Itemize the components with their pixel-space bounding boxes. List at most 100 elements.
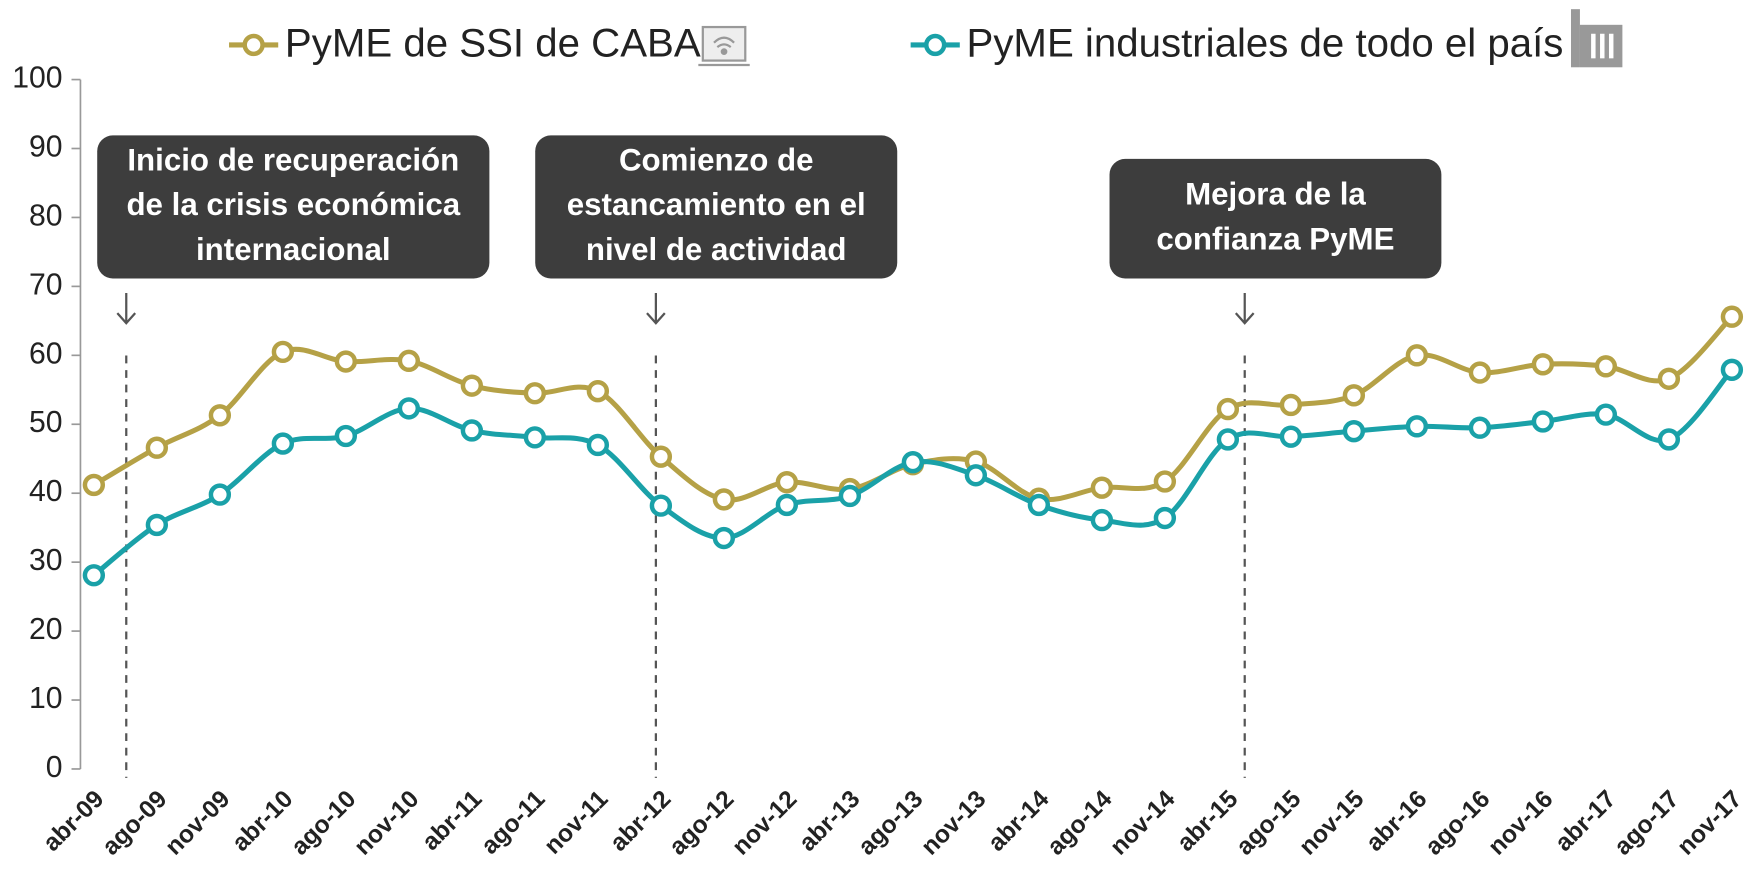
data-point — [1279, 425, 1303, 448]
event-arrow — [116, 292, 137, 325]
data-point — [334, 350, 358, 373]
data-point — [838, 484, 862, 508]
x-tick-label: nov-09 — [160, 786, 235, 861]
data-point — [208, 483, 232, 506]
y-tick-label: 70 — [29, 268, 63, 301]
y-tick-label: 0 — [46, 751, 63, 784]
x-tick-label: abr-12 — [605, 786, 676, 857]
data-point — [964, 464, 988, 487]
y-tick-label: 50 — [29, 406, 63, 439]
annotation-text: internacional — [196, 232, 391, 267]
annotation-text: Inicio de recuperación — [127, 143, 459, 178]
x-tick-label: ago-15 — [1231, 786, 1306, 861]
data-point — [271, 432, 295, 455]
x-tick-label: ago-09 — [97, 786, 172, 861]
data-point — [271, 340, 295, 364]
data-point — [712, 488, 736, 511]
x-tick-label: ago-11 — [476, 786, 550, 860]
data-point — [1594, 355, 1618, 378]
data-point — [523, 382, 547, 405]
legend-icon-screen — [698, 25, 750, 67]
y-tick-label: 20 — [29, 613, 63, 646]
data-point — [586, 380, 610, 403]
data-point — [1153, 470, 1177, 493]
x-tick-label: nov-16 — [1483, 786, 1558, 861]
data-point — [334, 424, 358, 448]
annotation-box — [97, 135, 490, 279]
data-point — [649, 494, 673, 517]
data-point — [208, 404, 232, 427]
data-point — [145, 513, 169, 537]
data-point — [775, 493, 799, 517]
data-point — [1090, 508, 1114, 532]
annotation-text: nivel de actividad — [586, 232, 847, 267]
data-point — [460, 374, 484, 397]
y-tick-label: 40 — [29, 475, 63, 508]
x-tick-label: ago-13 — [853, 786, 928, 861]
data-point — [1027, 493, 1051, 517]
data-point — [586, 433, 610, 457]
data-point — [460, 419, 484, 442]
y-tick-label: 30 — [29, 544, 63, 577]
x-tick-label: nov-13 — [916, 786, 991, 861]
legend-label: PyME de SSI de CABA — [285, 21, 701, 66]
x-tick-label: abr-16 — [1361, 786, 1432, 857]
annotation-text: confianza PyME — [1156, 221, 1394, 256]
x-tick-label: ago-16 — [1420, 786, 1495, 861]
x-tick-label: nov-11 — [539, 786, 613, 860]
data-point — [1405, 415, 1429, 438]
data-point — [1279, 393, 1303, 417]
y-tick-label: 10 — [29, 682, 63, 715]
data-point — [523, 426, 547, 449]
data-point — [1216, 428, 1240, 451]
x-tick-label: abr-17 — [1550, 786, 1621, 857]
data-point — [1657, 367, 1681, 390]
annotation-box — [1109, 158, 1442, 279]
event-arrow — [646, 292, 666, 325]
annotation-text: Comienzo de — [619, 143, 814, 178]
event-arrow — [1234, 292, 1255, 325]
x-tick-label: nov-10 — [349, 786, 424, 861]
data-point — [1342, 384, 1366, 407]
data-point — [82, 564, 106, 587]
data-point — [1531, 353, 1555, 376]
x-tick-label: nov-14 — [1105, 785, 1180, 860]
annotation-text: Mejora de la — [1185, 177, 1366, 212]
y-tick-label: 80 — [29, 199, 63, 232]
data-point — [397, 349, 421, 373]
annotation-text: de la crisis económica — [126, 187, 460, 222]
data-point — [1216, 397, 1240, 421]
data-point — [1594, 403, 1618, 426]
data-point — [775, 471, 799, 494]
data-point — [397, 397, 421, 420]
data-point — [1657, 428, 1681, 451]
data-point — [82, 473, 106, 497]
data-point — [901, 451, 925, 474]
data-point — [1468, 416, 1492, 439]
x-tick-label: ago-14 — [1042, 785, 1117, 860]
data-point — [1405, 344, 1429, 367]
annotation-box — [535, 135, 898, 279]
data-point — [1720, 358, 1744, 381]
x-tick-label: abr-11 — [417, 786, 487, 856]
x-tick-label: abr-14 — [983, 785, 1054, 856]
data-point — [649, 445, 673, 468]
y-tick-label: 60 — [29, 337, 63, 370]
x-tick-label: nov-12 — [727, 786, 802, 861]
data-point — [1468, 361, 1492, 384]
data-point — [1531, 410, 1555, 433]
data-point — [1153, 506, 1177, 530]
x-tick-label: ago-17 — [1609, 786, 1684, 861]
legend-marker — [924, 33, 947, 57]
data-point — [712, 526, 736, 550]
legend-marker — [242, 33, 265, 57]
data-point — [1720, 305, 1744, 328]
x-tick-label: abr-10 — [227, 786, 298, 857]
x-tick-label: ago-12 — [664, 786, 739, 861]
data-point — [1090, 476, 1114, 499]
y-tick-label: 90 — [29, 130, 63, 163]
annotation-text: estancamiento en el — [567, 187, 866, 222]
x-tick-label: ago-10 — [286, 786, 361, 861]
x-tick-label: abr-15 — [1172, 786, 1243, 857]
